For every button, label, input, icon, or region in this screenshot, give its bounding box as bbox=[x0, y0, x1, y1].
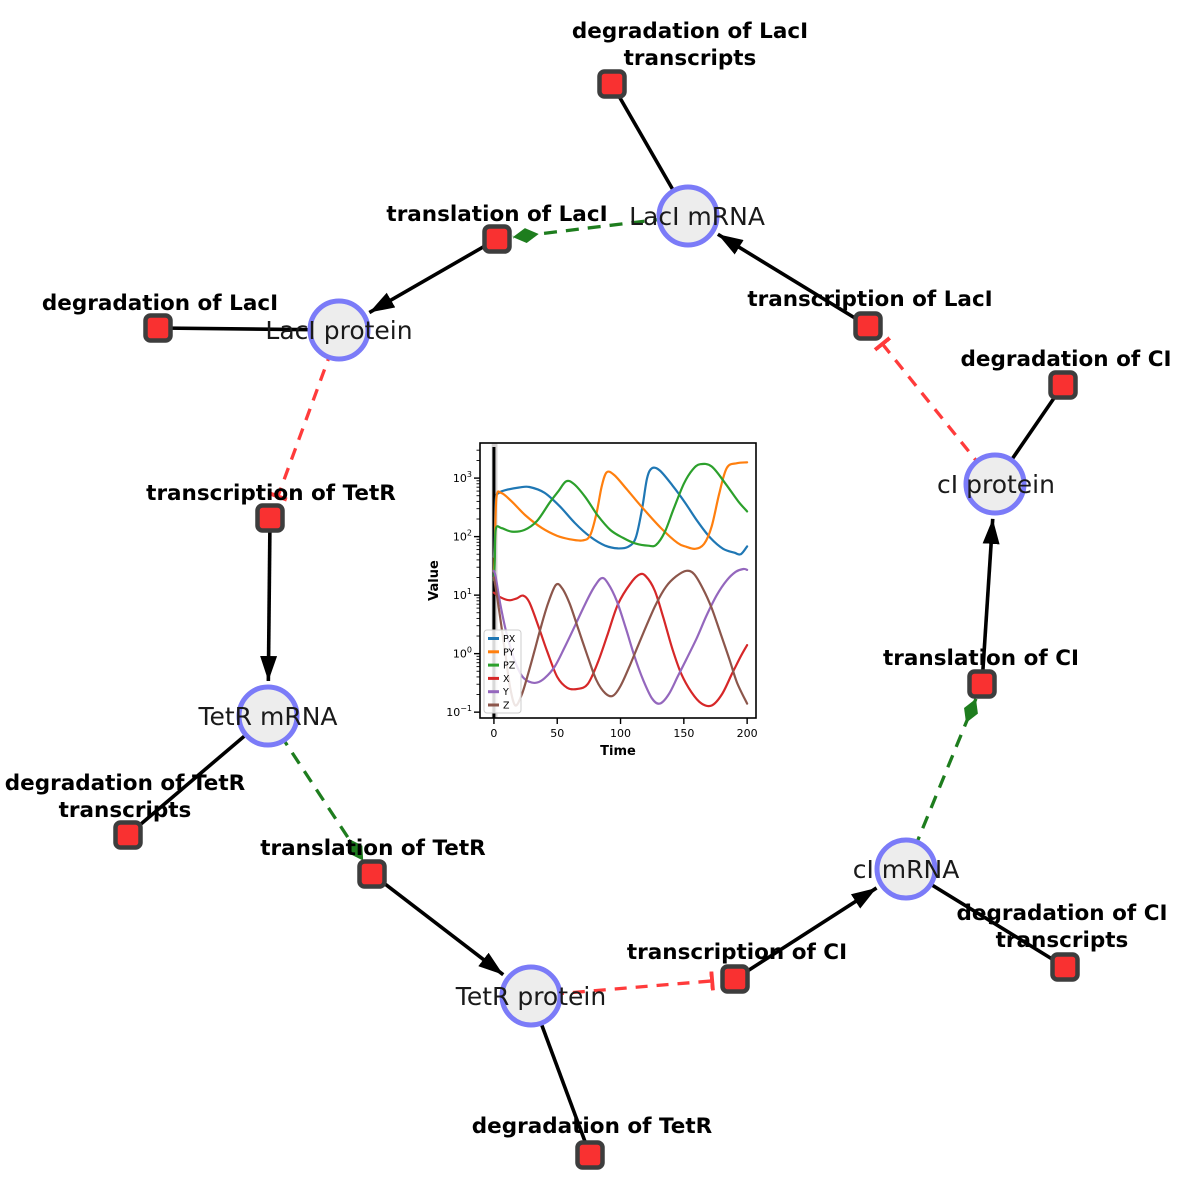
x-tick-label: 0 bbox=[490, 727, 497, 740]
reaction-label-deg-ci: degradation of CI bbox=[961, 347, 1172, 372]
species-node-tetr-protein bbox=[499, 964, 563, 1028]
series-line-PY bbox=[492, 461, 749, 573]
legend-label-PX: PX bbox=[503, 634, 516, 645]
legend-label-X: X bbox=[503, 674, 510, 685]
series-line-Z bbox=[492, 569, 749, 707]
edge-production-transcription-tetr-tetr-mrna bbox=[260, 517, 278, 682]
reaction-node-deg-laci bbox=[143, 313, 173, 343]
series-layer bbox=[492, 461, 749, 708]
reaction-label-transcription-tetr: transcription of TetR bbox=[146, 481, 396, 506]
edge-production-translation-laci-laci-protein bbox=[368, 237, 498, 315]
reaction-node-deg-ci bbox=[1048, 370, 1078, 400]
reaction-node-transcription-laci bbox=[853, 311, 883, 341]
species-node-ci-protein bbox=[963, 452, 1027, 516]
species-node-laci-protein bbox=[307, 298, 371, 362]
x-tick-label: 200 bbox=[737, 727, 758, 740]
edge-production-translation-tetr-tetr-protein bbox=[370, 872, 505, 977]
legend-label-PY: PY bbox=[503, 647, 515, 658]
series-line-Y bbox=[492, 567, 749, 705]
reaction-label-deg-laci-transcripts: degradation of LacI bbox=[572, 19, 808, 44]
edge-production-transcription-laci-laci-mrna bbox=[716, 232, 869, 328]
nodes-layer bbox=[113, 69, 1080, 1170]
reaction-label-translation-laci: translation of LacI bbox=[386, 202, 607, 227]
species-node-ci-mrna bbox=[874, 837, 938, 901]
species-label-laci-mrna: LacI mRNA bbox=[629, 202, 765, 231]
reaction-node-translation-laci bbox=[482, 224, 512, 254]
y-axis-ticks: 103 102 101 100 10−1 bbox=[446, 449, 480, 719]
series-line-PX bbox=[492, 466, 749, 558]
timecourse-inset-plot: 0 50 100 150 200 103 102 101 100 10−1 Time Value PX P… bbox=[425, 438, 770, 762]
reaction-node-deg-laci-transcripts bbox=[597, 69, 627, 99]
legend-label-Y: Y bbox=[502, 687, 509, 698]
reaction-label-deg-tetr-transcripts: degradation of TetR bbox=[5, 771, 246, 796]
reaction-node-deg-ci-transcripts bbox=[1050, 952, 1080, 982]
x-tick-label: 150 bbox=[673, 727, 694, 740]
edge-production-translation-ci-ci-protein bbox=[980, 518, 1000, 685]
reaction-label-transcription-ci: transcription of CI bbox=[627, 940, 847, 965]
reaction-label-deg-tetr-transcripts-line2: transcripts bbox=[59, 798, 192, 823]
reaction-label-translation-ci: translation of CI bbox=[883, 646, 1079, 671]
species-label-ci-mrna: cI mRNA bbox=[853, 855, 960, 884]
reaction-label-transcription-laci: transcription of LacI bbox=[747, 287, 992, 312]
species-label-tetr-protein: TetR protein bbox=[455, 982, 606, 1011]
axes-box bbox=[479, 442, 757, 719]
edge-production-transcription-ci-ci-mrna bbox=[734, 886, 878, 981]
y-tick-label: 101 bbox=[453, 587, 472, 602]
labels-layer: LacI mRNA LacI protein TetR mRNA TetR prote… bbox=[5, 19, 1172, 1139]
x-axis-ticks: 0 50 100 150 200 bbox=[490, 718, 758, 740]
x-axis-label: Time bbox=[600, 744, 636, 759]
y-tick-label: 103 bbox=[453, 470, 472, 485]
reaction-label-deg-ci-transcripts-line2: transcripts bbox=[996, 928, 1129, 953]
species-label-tetr-mrna: TetR mRNA bbox=[197, 702, 337, 731]
y-axis-label: Value bbox=[427, 560, 442, 601]
reaction-label-deg-laci: degradation of LacI bbox=[42, 291, 278, 316]
timecourse-chart-svg: 0 50 100 150 20010310210110010−1TimeValuePXP… bbox=[427, 442, 758, 759]
legend-label-Z: Z bbox=[503, 701, 510, 712]
y-tick-label: 100 bbox=[453, 646, 472, 661]
reaction-node-deg-tetr-transcripts bbox=[113, 820, 143, 850]
reaction-label-translation-tetr: translation of TetR bbox=[260, 836, 486, 861]
legend: PX PY PZ XYZ bbox=[483, 629, 522, 714]
y-tick-label: 10−1 bbox=[446, 704, 472, 719]
species-label-laci-protein: LacI protein bbox=[265, 316, 412, 345]
legend-label-PZ: PZ bbox=[503, 661, 516, 672]
reaction-node-translation-tetr bbox=[357, 859, 387, 889]
x-tick-label: 50 bbox=[550, 727, 564, 740]
y-tick-label: 102 bbox=[453, 529, 472, 544]
reaction-label-deg-laci-transcripts-line2: transcripts bbox=[624, 46, 757, 71]
species-label-ci-protein: cI protein bbox=[937, 470, 1055, 499]
species-node-laci-mrna bbox=[656, 184, 720, 248]
species-node-tetr-mrna bbox=[236, 684, 300, 748]
x-tick-label: 100 bbox=[610, 727, 631, 740]
series-line-PZ bbox=[492, 462, 749, 582]
reaction-label-deg-ci-transcripts: degradation of CI bbox=[957, 901, 1168, 926]
reaction-node-translation-ci bbox=[967, 669, 997, 699]
reaction-node-transcription-tetr bbox=[255, 503, 285, 533]
reaction-label-deg-tetr: degradation of TetR bbox=[472, 1114, 713, 1139]
reaction-node-transcription-ci bbox=[720, 964, 750, 994]
reaction-node-deg-tetr bbox=[575, 1140, 605, 1170]
